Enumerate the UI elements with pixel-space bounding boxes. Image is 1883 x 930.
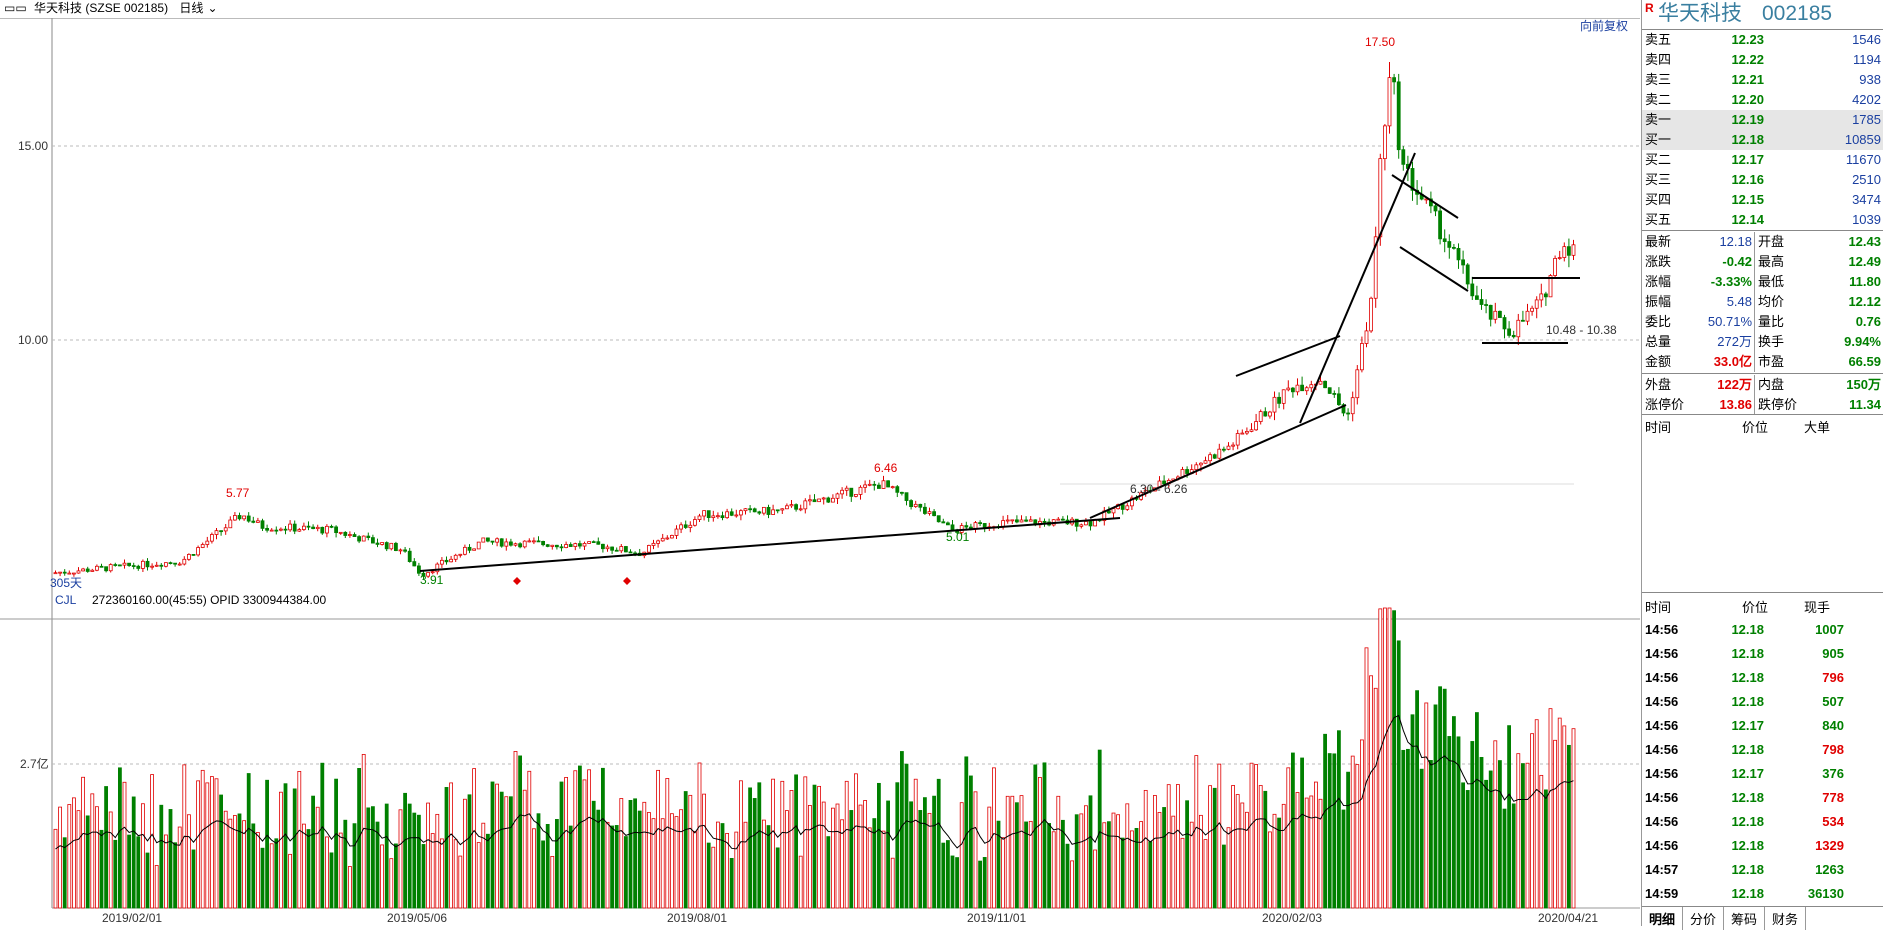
- tab-finance[interactable]: 财务: [1765, 907, 1807, 930]
- chevron-down-icon: ⌄: [207, 1, 218, 15]
- tick-row: 14:56 12.18 798: [1645, 742, 1844, 757]
- extra-row: 涨停价 13.86 跌停价 11.34: [1642, 395, 1883, 415]
- stat-row: 涨跌 -0.42 最高 12.49: [1642, 252, 1883, 272]
- tick-row: 14:56 12.18 534: [1645, 814, 1844, 829]
- stat-row: 最新 12.18 开盘 12.43: [1642, 232, 1883, 252]
- tab-price-dist[interactable]: 分价: [1683, 907, 1725, 930]
- stat-row: 委比 50.71% 量比 0.76: [1642, 312, 1883, 332]
- volume-ma-line: [55, 714, 1574, 850]
- orderbook-row[interactable]: 卖二 12.20 4202: [1645, 92, 1881, 107]
- extra-row: 外盘 122万 内盘 150万: [1642, 375, 1883, 395]
- high-price-label: 17.50: [1365, 35, 1395, 49]
- tick-row: 14:56 12.18 1007: [1645, 622, 1844, 637]
- tick-row: 14:56 12.17 376: [1645, 766, 1844, 781]
- volume-indicator[interactable]: CJL: [55, 593, 77, 607]
- range2-label: 10.48 - 10.38: [1546, 323, 1617, 337]
- days-label: 305天: [50, 576, 82, 590]
- stat-row: 总量 272万 换手 9.94%: [1642, 332, 1883, 352]
- volume-axis-label: 2.7亿: [20, 756, 49, 771]
- quote-panel: R 华天科技 002185 卖五 12.23 1546 卖四 12.22 1194 卖三 12…: [1641, 0, 1883, 930]
- quote-name: 华天科技: [1658, 2, 1742, 25]
- kline-chart[interactable]: 15.00 10.00 2.7亿 17.50 6.46 5.77 3.91 5.…: [0, 18, 1640, 926]
- date-label-4: 2019/11/01: [967, 911, 1026, 925]
- trendline-rise[interactable]: [1089, 404, 1347, 519]
- top-bar: ▭▭ 华天科技 (SZSE 002185) 日线 ⌄: [0, 0, 1640, 19]
- candlestick-series: [53, 61, 1576, 580]
- price-axis-10: 10.00: [18, 333, 48, 347]
- price-axis-15: 15.00: [18, 139, 48, 153]
- window-icon[interactable]: ▭▭: [4, 1, 27, 15]
- tick-row: 14:57 12.18 1263: [1645, 862, 1844, 877]
- orderbook-row[interactable]: 卖三 12.21 938: [1645, 72, 1881, 87]
- trendline-support[interactable]: [419, 517, 1121, 572]
- tick-row: 14:56 12.17 840: [1645, 718, 1844, 733]
- bigorder-header: 时间 价位 大单: [1645, 420, 1831, 435]
- tick-row: 14:59 12.18 36130: [1645, 886, 1844, 901]
- trendline-steep[interactable]: [1299, 152, 1416, 424]
- volume-bars: [53, 607, 1576, 909]
- orderbook-row[interactable]: 买四 12.15 3474: [1645, 192, 1881, 207]
- volume-info: 272360160.00(45:55) OPID 3300944384.00: [92, 593, 327, 607]
- signal-diamond-1: [513, 577, 521, 585]
- wedge-bottom[interactable]: [1399, 246, 1469, 292]
- stat-row: 涨幅 -3.33% 最低 11.80: [1642, 272, 1883, 292]
- tab-chips[interactable]: 筹码: [1724, 907, 1766, 930]
- stat-row: 金额 33.0亿 市盈 66.59: [1642, 352, 1883, 372]
- low-left-label: 3.91: [420, 573, 444, 587]
- tick-row: 14:56 12.18 1329: [1645, 838, 1844, 853]
- range1-label: 6.30 - 6.26: [1130, 482, 1188, 496]
- adjust-link[interactable]: 向前复权: [1580, 18, 1628, 33]
- quote-header: R 华天科技 002185: [1642, 0, 1883, 28]
- date-label-5: 2020/02/03: [1262, 911, 1322, 925]
- chart-svg[interactable]: 15.00 10.00 2.7亿 17.50 6.46 5.77 3.91 5.…: [0, 18, 1640, 926]
- wedge-top[interactable]: [1391, 174, 1459, 219]
- left-high-label: 5.77: [226, 486, 250, 500]
- stock-title: 华天科技 (SZSE 002185): [34, 1, 169, 15]
- orderbook-row[interactable]: 卖五 12.23 1546: [1645, 32, 1881, 47]
- orderbook-row[interactable]: 卖四 12.22 1194: [1645, 52, 1881, 67]
- period-selector[interactable]: 日线 ⌄: [179, 1, 218, 15]
- orderbook-row[interactable]: 买五 12.14 1039: [1645, 212, 1881, 227]
- quote-code: 002185: [1762, 2, 1833, 25]
- tick-row: 14:56 12.18 905: [1645, 646, 1844, 661]
- low-mid-label: 5.01: [946, 530, 970, 544]
- date-label-6: 2020/04/21: [1538, 911, 1598, 925]
- tick-row: 14:56 12.18 796: [1645, 670, 1844, 685]
- signal-diamond-2: [623, 577, 631, 585]
- date-label-2: 2019/05/06: [387, 911, 447, 925]
- orderbook-row[interactable]: 卖一 12.19 1785: [1642, 110, 1883, 130]
- date-label-1: 2019/02/01: [102, 911, 162, 925]
- r-mark: R: [1645, 1, 1654, 15]
- tick-row: 14:56 12.18 778: [1645, 790, 1844, 805]
- orderbook-row[interactable]: 买一 12.18 10859: [1642, 130, 1883, 150]
- tick-row: 14:56 12.18 507: [1645, 694, 1844, 709]
- ticks-header: 时间 价位 现手: [1645, 600, 1831, 615]
- orderbook-row[interactable]: 买二 12.17 11670: [1645, 152, 1881, 167]
- tab-detail[interactable]: 明细: [1642, 907, 1684, 930]
- panel-tabs: 明细 分价 筹码 财务: [1642, 906, 1883, 930]
- date-label-3: 2019/08/01: [667, 911, 727, 925]
- orderbook-row[interactable]: 买三 12.16 2510: [1645, 172, 1881, 187]
- mid-high-label: 6.46: [874, 461, 898, 475]
- stat-row: 振幅 5.48 均价 12.12: [1642, 292, 1883, 312]
- channel-top[interactable]: [1235, 335, 1341, 377]
